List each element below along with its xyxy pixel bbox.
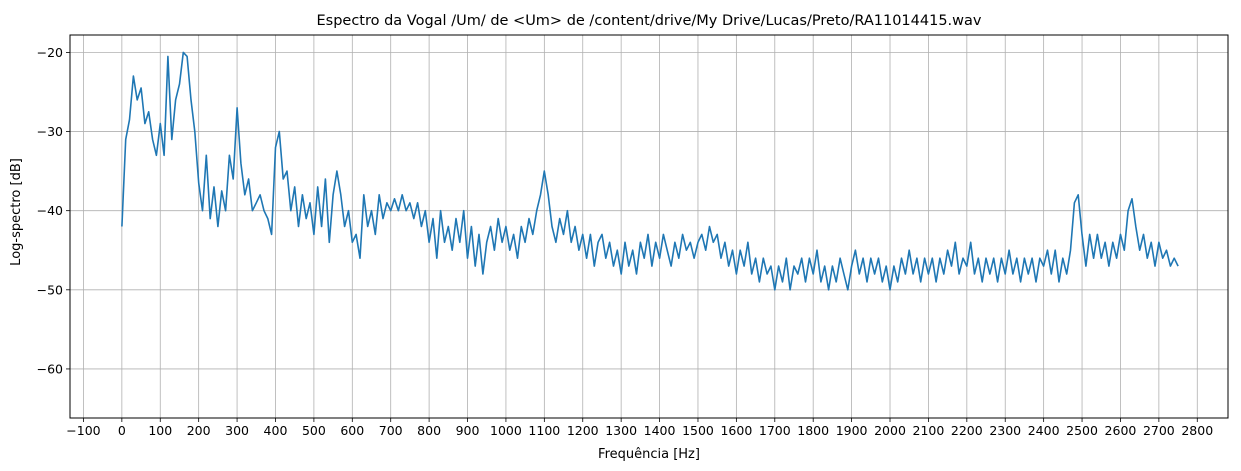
- x-tick-label: 2600: [1105, 423, 1137, 438]
- x-tick-label: 1800: [797, 423, 829, 438]
- x-tick-label: 2200: [951, 423, 983, 438]
- y-tick-label: −20: [37, 45, 63, 60]
- x-tick-label: 2100: [913, 423, 945, 438]
- x-tick-label: 700: [379, 423, 403, 438]
- y-tick-label: −50: [37, 282, 63, 297]
- plot-frame: [69, 34, 1229, 419]
- x-tick-label: 1700: [759, 423, 791, 438]
- x-tick-label: 1400: [644, 423, 676, 438]
- x-tick-label: 800: [417, 423, 441, 438]
- x-tick-label: 2300: [989, 423, 1021, 438]
- plot-series: [121, 51, 1179, 291]
- x-tick-label: 500: [302, 423, 326, 438]
- x-axis-ticks: −100 0 100 200 300 400 500 600 700 800 900 1000 1100…: [66, 418, 1213, 438]
- y-tick-label: −30: [37, 124, 63, 139]
- x-tick-label: 1200: [567, 423, 599, 438]
- x-axis-label: Frequência [Hz]: [598, 447, 700, 462]
- y-tick-label: −40: [37, 203, 63, 218]
- y-axis-label: Log-spectro [dB]: [9, 158, 24, 266]
- y-axis-ticks: −60 −50 −40 −30 −20: [37, 45, 70, 376]
- x-tick-label: 1900: [836, 423, 868, 438]
- x-tick-label: 2500: [1066, 423, 1098, 438]
- x-tick-label: 900: [456, 423, 480, 438]
- x-tick-label: 400: [264, 423, 288, 438]
- x-tick-label: 1000: [490, 423, 522, 438]
- x-tick-label: 300: [225, 423, 249, 438]
- x-tick-label: 2800: [1181, 423, 1213, 438]
- y-tick-label: −60: [37, 361, 63, 376]
- x-tick-label: 1600: [720, 423, 752, 438]
- x-tick-label: 0: [118, 423, 126, 438]
- x-tick-label: 1300: [605, 423, 637, 438]
- spectrum-line: [121, 51, 1179, 291]
- grid-lines: [70, 35, 1228, 418]
- x-tick-label: 2400: [1028, 423, 1060, 438]
- x-tick-label: 1100: [528, 423, 560, 438]
- x-tick-label: 2000: [874, 423, 906, 438]
- x-tick-label: −100: [66, 423, 100, 438]
- x-tick-label: 200: [187, 423, 211, 438]
- x-tick-label: 600: [340, 423, 364, 438]
- x-tick-label: 100: [148, 423, 172, 438]
- chart-title: Espectro da Vogal /Um/ de <Um> de /conte…: [316, 13, 981, 29]
- x-tick-label: 1500: [682, 423, 714, 438]
- x-tick-label: 2700: [1143, 423, 1175, 438]
